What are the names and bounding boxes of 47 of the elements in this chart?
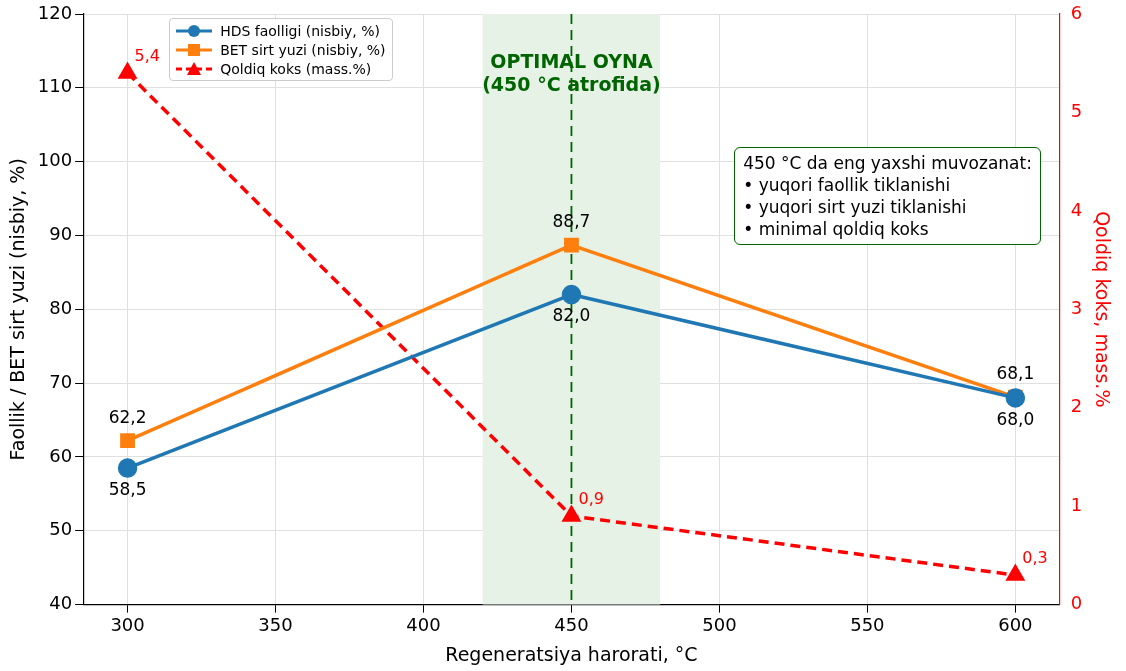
y-tick-label: 40 [49, 592, 73, 614]
y2-tick-label: 6 [1070, 1, 1083, 23]
legend-label: HDS faolligi (nisbiy, %) [220, 22, 381, 39]
x-tick-label: 350 [258, 614, 293, 636]
data-label: 5,4 [134, 46, 160, 66]
y-tick-label: 50 [49, 518, 73, 540]
y-axis-title: Faollik / BET sirt yuzi (nisbiy, %) [6, 158, 29, 461]
x-tick-label: 550 [850, 614, 885, 636]
x-axis-title: Regeneratsiya harorati, °C [445, 642, 698, 665]
legend-label: BET sirt yuzi (nisbiy, %) [220, 41, 386, 58]
data-label: 62,2 [108, 406, 147, 427]
y-tick-label: 70 [49, 370, 73, 392]
x-tick-label: 500 [702, 614, 737, 636]
x-tick-label: 450 [554, 614, 589, 636]
point [561, 284, 582, 305]
y-tick-label: 90 [49, 223, 73, 245]
x-tick-label: 600 [998, 614, 1033, 636]
y-tick-label: 80 [49, 296, 73, 318]
data-label: 58,5 [108, 478, 147, 499]
y-tick-label: 100 [37, 149, 73, 171]
y2-tick-label: 1 [1070, 493, 1083, 515]
data-label: 68,0 [996, 408, 1035, 429]
data-label: 88,7 [552, 210, 591, 231]
y-tick-label: 120 [37, 1, 73, 23]
point [120, 433, 135, 449]
annotation: 450 °C da eng yaxshi muvozanat: • yuqori faollik tiklanishi • yuqori sirt yuzi tiklanishi • minimal qoldiq koks [734, 146, 1041, 245]
x-tick-label: 400 [406, 614, 441, 636]
x-tick-label: 300 [110, 614, 145, 636]
y2-tick-label: 4 [1070, 198, 1083, 220]
point [118, 63, 137, 79]
point [564, 237, 579, 253]
y-tick-label: 110 [37, 75, 73, 97]
point [562, 506, 581, 522]
y-tick-label: 60 [49, 444, 73, 466]
y2-tick-label: 0 [1070, 592, 1083, 614]
point [1006, 565, 1025, 581]
point [117, 458, 138, 478]
y2-tick-label: 3 [1070, 296, 1083, 318]
band-label: OPTIMAL OYNA (450 °C atrofida) [482, 50, 661, 95]
data-label: 0,3 [1022, 548, 1048, 568]
y2-tick-label: 5 [1070, 100, 1083, 122]
legend-label: Qoldiq koks (mass.%) [220, 60, 372, 77]
data-label: 68,1 [996, 363, 1035, 384]
data-label: 0,9 [578, 489, 604, 509]
y2-axis-title: Qoldiq koks, mass.% [1091, 211, 1114, 408]
data-label: 82,0 [552, 305, 591, 326]
y2-tick-label: 2 [1070, 395, 1083, 417]
